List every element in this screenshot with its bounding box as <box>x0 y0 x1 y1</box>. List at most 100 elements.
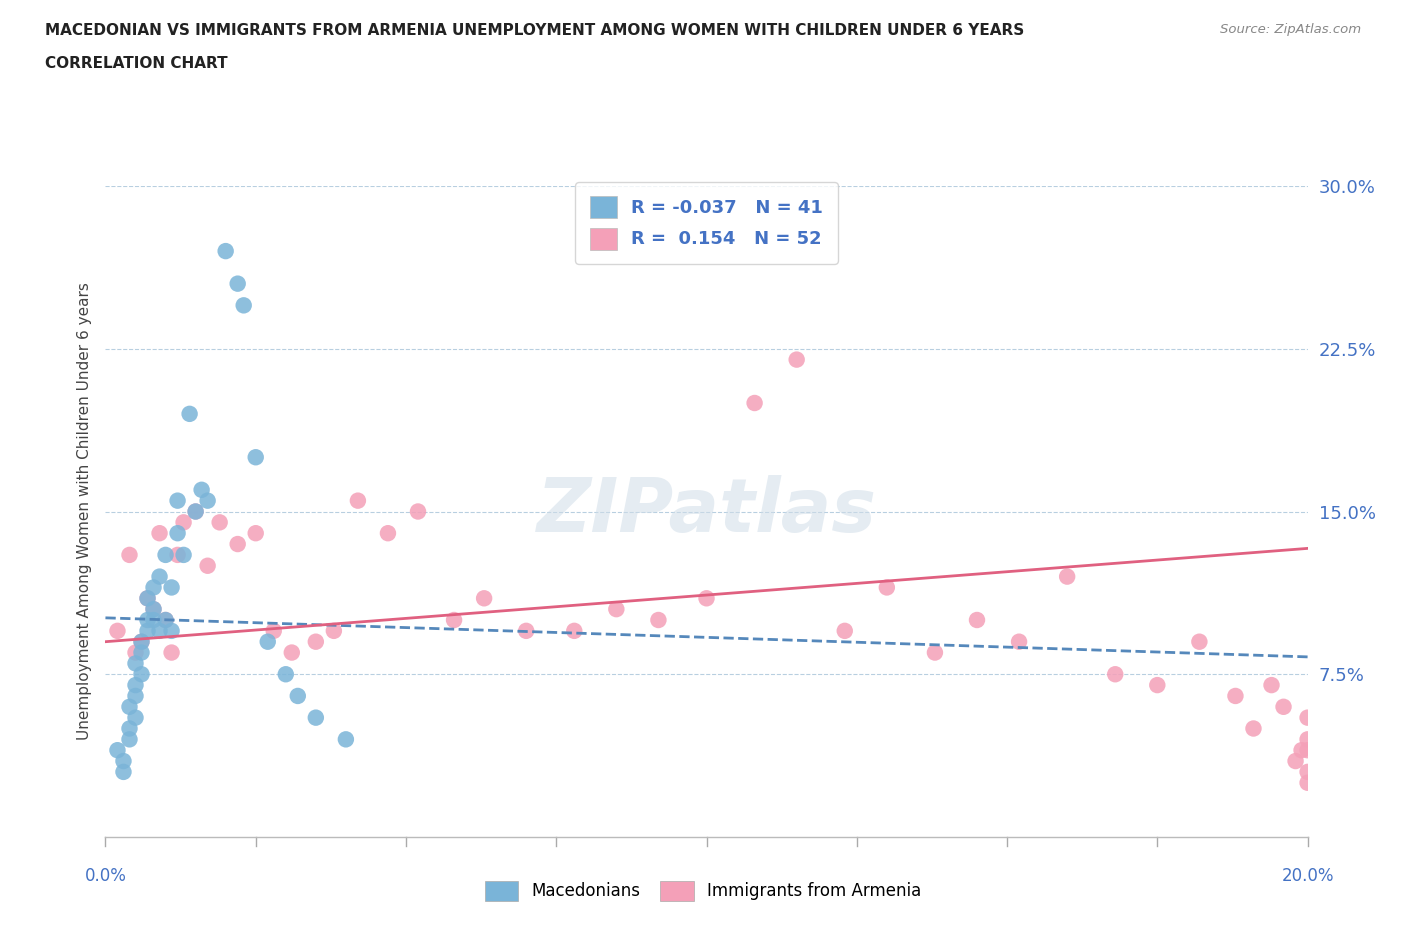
Point <box>305 711 328 725</box>
Point <box>118 721 141 736</box>
Point <box>148 623 170 638</box>
Point <box>131 634 153 649</box>
Point <box>226 276 249 291</box>
Point <box>124 645 146 660</box>
Point <box>214 244 236 259</box>
Point <box>876 580 898 595</box>
Point <box>131 667 153 682</box>
Point <box>166 548 188 563</box>
Point <box>1260 678 1282 693</box>
Point <box>118 548 141 563</box>
Point <box>107 743 129 758</box>
Point <box>1291 743 1313 758</box>
Point <box>1188 634 1211 649</box>
Point <box>263 623 285 638</box>
Point <box>112 753 135 768</box>
Point <box>1243 721 1265 736</box>
Text: 20.0%: 20.0% <box>1281 867 1334 884</box>
Y-axis label: Unemployment Among Women with Children Under 6 years: Unemployment Among Women with Children U… <box>76 283 91 740</box>
Point <box>142 580 165 595</box>
Point <box>347 493 370 508</box>
Point <box>131 634 153 649</box>
Point <box>184 504 207 519</box>
Point <box>406 504 429 519</box>
Legend: Macedonians, Immigrants from Armenia: Macedonians, Immigrants from Armenia <box>478 874 928 908</box>
Point <box>166 525 188 540</box>
Point <box>245 450 267 465</box>
Text: Source: ZipAtlas.com: Source: ZipAtlas.com <box>1220 23 1361 36</box>
Point <box>1296 764 1319 779</box>
Point <box>1284 753 1306 768</box>
Point <box>136 623 159 638</box>
Point <box>190 483 212 498</box>
Point <box>179 406 201 421</box>
Point <box>136 591 159 605</box>
Point <box>1296 776 1319 790</box>
Point <box>148 569 170 584</box>
Point <box>173 515 195 530</box>
Text: MACEDONIAN VS IMMIGRANTS FROM ARMENIA UNEMPLOYMENT AMONG WOMEN WITH CHILDREN UND: MACEDONIAN VS IMMIGRANTS FROM ARMENIA UN… <box>45 23 1024 38</box>
Point <box>1056 569 1078 584</box>
Point <box>155 548 177 563</box>
Point <box>1104 667 1126 682</box>
Point <box>1146 678 1168 693</box>
Point <box>1272 699 1295 714</box>
Point <box>696 591 718 605</box>
Point <box>160 623 183 638</box>
Point <box>1296 743 1319 758</box>
Point <box>281 645 304 660</box>
Point <box>786 352 808 367</box>
Text: CORRELATION CHART: CORRELATION CHART <box>45 56 228 71</box>
Point <box>184 504 207 519</box>
Point <box>1225 688 1247 703</box>
Point <box>112 764 135 779</box>
Point <box>173 548 195 563</box>
Point <box>166 493 188 508</box>
Point <box>443 613 465 628</box>
Point <box>148 525 170 540</box>
Point <box>834 623 856 638</box>
Point <box>155 613 177 628</box>
Point <box>118 699 141 714</box>
Point <box>136 613 159 628</box>
Text: ZIPatlas: ZIPatlas <box>537 475 876 548</box>
Point <box>335 732 357 747</box>
Point <box>1296 711 1319 725</box>
Point <box>197 558 219 573</box>
Point <box>274 667 297 682</box>
Point <box>197 493 219 508</box>
Point <box>305 634 328 649</box>
Point <box>966 613 988 628</box>
Point <box>208 515 231 530</box>
Point <box>131 645 153 660</box>
Point <box>107 623 129 638</box>
Text: 0.0%: 0.0% <box>84 867 127 884</box>
Point <box>322 623 344 638</box>
Point <box>377 525 399 540</box>
Point <box>744 395 766 410</box>
Point <box>924 645 946 660</box>
Point <box>124 656 146 671</box>
Point <box>245 525 267 540</box>
Point <box>232 298 254 312</box>
Point <box>562 623 585 638</box>
Point <box>256 634 278 649</box>
Point <box>142 602 165 617</box>
Point <box>142 613 165 628</box>
Point <box>155 613 177 628</box>
Point <box>515 623 537 638</box>
Point <box>136 591 159 605</box>
Point <box>160 645 183 660</box>
Point <box>472 591 495 605</box>
Point <box>226 537 249 551</box>
Point <box>605 602 627 617</box>
Point <box>124 678 146 693</box>
Point <box>118 732 141 747</box>
Point <box>142 602 165 617</box>
Point <box>287 688 309 703</box>
Legend: R = -0.037   N = 41, R =  0.154   N = 52: R = -0.037 N = 41, R = 0.154 N = 52 <box>575 182 838 264</box>
Point <box>1296 732 1319 747</box>
Point <box>160 580 183 595</box>
Point <box>124 688 146 703</box>
Point <box>124 711 146 725</box>
